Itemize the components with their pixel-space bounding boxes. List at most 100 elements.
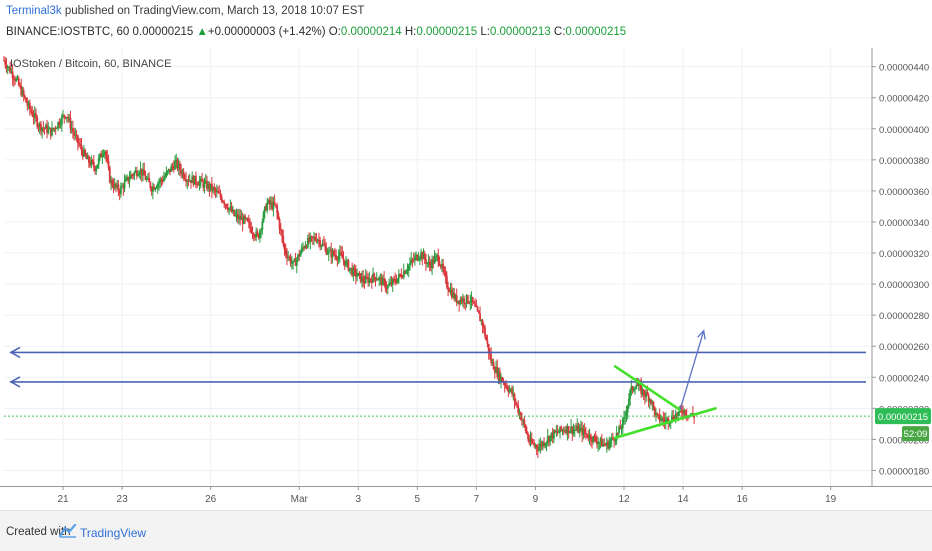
candle-body — [532, 442, 534, 444]
candle-body — [481, 320, 484, 327]
candle-body — [538, 446, 541, 451]
candle-body — [598, 442, 601, 444]
candle-body — [438, 261, 441, 266]
candle-body — [192, 176, 195, 185]
tradingview-logo-icon[interactable] — [59, 524, 77, 538]
candle-body — [549, 435, 552, 442]
candle-body — [580, 427, 582, 429]
candle-body — [233, 209, 235, 216]
candle-body — [507, 389, 510, 392]
candle-body — [572, 429, 575, 434]
x-tick-label: Mar — [291, 494, 309, 505]
y-tick-label: 0.00000420 — [879, 94, 929, 105]
tradingview-brand-link[interactable]: TradingView — [80, 526, 147, 540]
candle-body — [393, 278, 395, 280]
candle-body — [556, 431, 559, 433]
candle-body — [397, 273, 400, 279]
candle-body — [497, 370, 500, 377]
candle-body — [197, 184, 200, 186]
candle-body — [422, 253, 425, 260]
candle-body — [452, 292, 454, 298]
candle-body — [78, 142, 80, 145]
candle-body — [548, 436, 550, 442]
candle-body — [281, 229, 283, 237]
candle-body — [244, 216, 247, 219]
candle-body — [161, 180, 164, 182]
candle-body — [148, 177, 151, 183]
candle-body — [594, 437, 597, 441]
candle-body — [30, 109, 32, 112]
candle-body — [63, 114, 66, 117]
y-tick-label: 0.00000260 — [879, 342, 929, 353]
candle-body — [637, 383, 640, 386]
candle-body — [421, 252, 424, 260]
candle-body — [196, 183, 199, 185]
axes: 0.00000440 0.00000420 0.00000400 0.00000380… — [0, 48, 932, 505]
candle-body — [322, 243, 325, 246]
candle-body — [641, 389, 644, 395]
candle-body — [273, 201, 276, 205]
last-price-tag — [875, 408, 931, 425]
candle-body — [11, 71, 14, 79]
candle-body — [671, 415, 673, 422]
candle-body — [208, 183, 211, 190]
ohlc-line: BINANCE:IOSTBTC, 60 0.00000215 ▲+0.00000… — [6, 26, 626, 38]
candle-body — [24, 95, 26, 98]
candle-body — [293, 259, 296, 261]
candle-body — [171, 166, 174, 168]
candle-body — [418, 257, 421, 260]
candle-body — [64, 116, 67, 118]
author-link[interactable]: Terminal3k — [6, 5, 62, 17]
candle-body — [311, 236, 314, 239]
candle-body — [81, 150, 84, 157]
candle-body — [583, 428, 586, 433]
chart-area[interactable]: 0.00000440 0.00000420 0.00000400 0.00000380… — [0, 48, 932, 510]
candle-body — [439, 265, 442, 268]
countdown-tag — [902, 426, 929, 442]
candle-body — [337, 255, 340, 260]
candle-body — [99, 153, 101, 159]
candle-body — [523, 419, 526, 425]
candle-body — [209, 183, 212, 190]
price-chart[interactable]: 0.00000440 0.00000420 0.00000400 0.00000380… — [0, 48, 932, 510]
candle-body — [4, 60, 7, 65]
candle-body — [374, 277, 377, 281]
candle-body — [557, 432, 560, 434]
candle-body — [213, 187, 216, 190]
candle-body — [225, 204, 228, 208]
candle-body — [604, 444, 607, 446]
candle-body — [597, 442, 600, 445]
candle-body — [445, 276, 448, 287]
chart-title: IOStoken / Bitcoin, 60, BINANCE — [10, 58, 171, 70]
candle-body — [620, 428, 623, 430]
candle-body — [522, 419, 525, 421]
candle-body — [153, 186, 155, 190]
candle-body — [142, 169, 144, 176]
candle-body — [672, 415, 675, 420]
candle-body — [527, 433, 529, 440]
candle-body — [188, 180, 191, 182]
close-label: C: — [553, 26, 566, 38]
candle-body — [262, 212, 265, 222]
candle-body — [447, 286, 449, 290]
candle-body — [509, 388, 512, 390]
candle-body — [390, 282, 393, 285]
candle-body — [575, 429, 577, 431]
candle-body — [661, 418, 664, 421]
candle-body — [187, 180, 190, 182]
drawings[interactable] — [4, 329, 872, 440]
candle-body — [486, 340, 489, 344]
candle-body — [431, 259, 433, 269]
candle-body — [126, 176, 128, 179]
candle-body — [73, 131, 76, 136]
candle-body — [458, 300, 461, 304]
candle-body — [560, 426, 563, 431]
candle-body — [220, 197, 223, 202]
candle-body — [354, 269, 357, 277]
candle-body — [566, 426, 569, 434]
candle-body — [74, 134, 77, 136]
candle-body — [535, 445, 538, 449]
candle-body — [346, 260, 349, 262]
candle-body — [591, 440, 593, 443]
candle-body — [395, 281, 398, 283]
